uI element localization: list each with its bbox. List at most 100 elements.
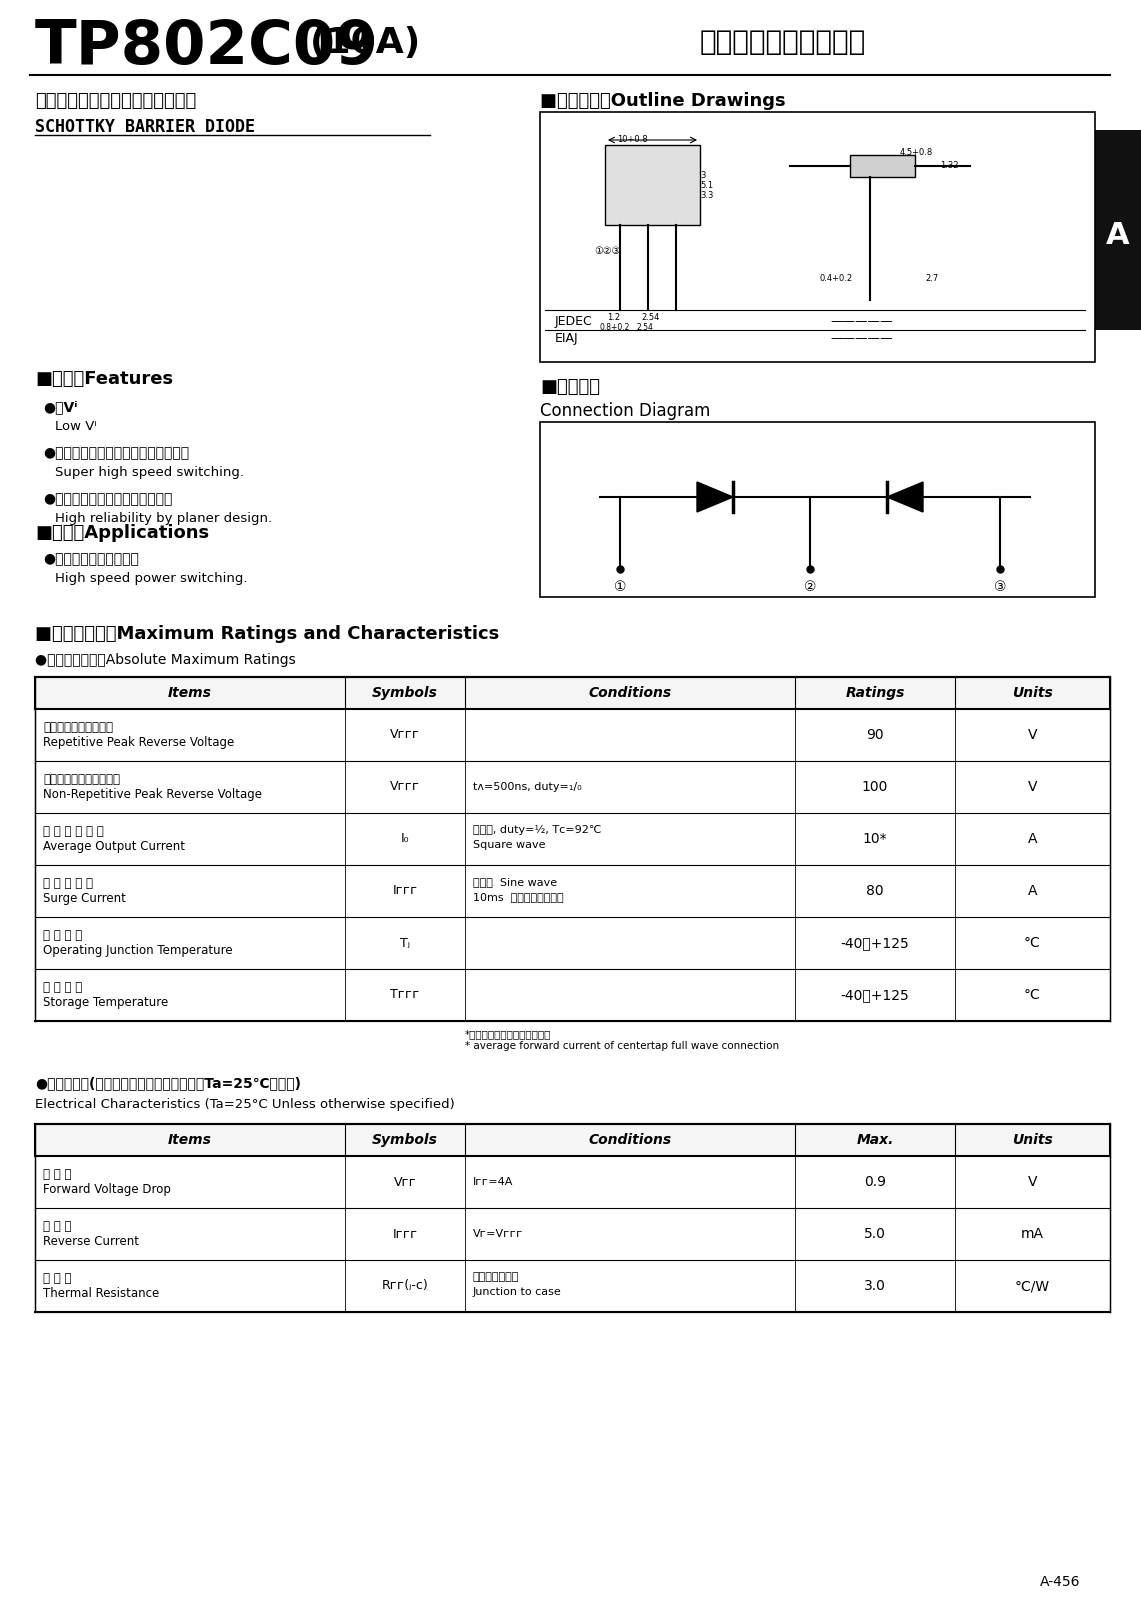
Bar bbox=[850, 155, 915, 178]
Text: 80: 80 bbox=[866, 883, 884, 898]
Text: 1.2: 1.2 bbox=[607, 314, 621, 322]
Text: 3: 3 bbox=[699, 171, 705, 179]
Text: ピーク繰り返し逆電圧: ピーク繰り返し逆電圧 bbox=[43, 722, 113, 734]
Bar bbox=[1095, 130, 1141, 330]
Bar bbox=[35, 709, 1110, 762]
Text: V: V bbox=[1028, 1174, 1037, 1189]
Text: 熱 抵 抗: 熱 抵 抗 bbox=[43, 1272, 72, 1285]
Text: V: V bbox=[1028, 728, 1037, 742]
Text: Tⱼ: Tⱼ bbox=[400, 936, 410, 949]
Text: -40～+125: -40～+125 bbox=[841, 987, 909, 1002]
Text: 接合・ケース間: 接合・ケース間 bbox=[474, 1272, 519, 1282]
Text: —————: ————— bbox=[830, 333, 892, 346]
Text: —————: ————— bbox=[830, 315, 892, 328]
Bar bbox=[35, 1261, 1110, 1312]
Bar bbox=[35, 1123, 1110, 1155]
Text: 10ms  定格負荷状態より: 10ms 定格負荷状態より bbox=[474, 893, 564, 902]
Text: 3.3: 3.3 bbox=[699, 190, 713, 200]
Text: Tᴦᴦᴦ: Tᴦᴦᴦ bbox=[390, 989, 420, 1002]
Text: ①: ① bbox=[614, 579, 626, 594]
Text: V: V bbox=[1028, 781, 1037, 794]
Text: A-456: A-456 bbox=[1039, 1574, 1081, 1589]
Text: ●電気的特性(特に指定がない限り周囲温度Ta=25℃とする): ●電気的特性(特に指定がない限り周囲温度Ta=25℃とする) bbox=[35, 1075, 301, 1090]
Text: Max.: Max. bbox=[856, 1133, 893, 1147]
Text: Conditions: Conditions bbox=[589, 686, 672, 701]
Text: サ ー ジ 電 流: サ ー ジ 電 流 bbox=[43, 877, 94, 890]
Text: TP802C09: TP802C09 bbox=[35, 18, 379, 77]
Polygon shape bbox=[887, 482, 923, 512]
Text: Super high speed switching.: Super high speed switching. bbox=[55, 466, 244, 478]
Text: 5.0: 5.0 bbox=[864, 1227, 885, 1242]
Text: 0.4+0.2: 0.4+0.2 bbox=[820, 274, 853, 283]
Text: 100: 100 bbox=[861, 781, 888, 794]
Text: Items: Items bbox=[168, 686, 212, 701]
Text: mA: mA bbox=[1021, 1227, 1044, 1242]
Text: 2.54: 2.54 bbox=[641, 314, 661, 322]
Text: 順 電 圧: 順 電 圧 bbox=[43, 1168, 72, 1181]
Text: Iᴦᴦᴦ: Iᴦᴦᴦ bbox=[393, 885, 418, 898]
Bar bbox=[35, 813, 1110, 866]
Text: -40～+125: -40～+125 bbox=[841, 936, 909, 950]
Text: 正弦波  Sine wave: 正弦波 Sine wave bbox=[474, 877, 557, 886]
Text: Low Vⁱ: Low Vⁱ bbox=[55, 419, 97, 434]
Text: 4.5+0.8: 4.5+0.8 bbox=[900, 149, 933, 157]
Text: ■電極接続: ■電極接続 bbox=[540, 378, 600, 395]
Text: 10*: 10* bbox=[863, 832, 888, 846]
Text: A: A bbox=[1106, 221, 1130, 250]
Text: EIAJ: EIAJ bbox=[555, 333, 578, 346]
Bar bbox=[605, 146, 699, 226]
Text: ピーク非繰り返し逆電圧: ピーク非繰り返し逆電圧 bbox=[43, 773, 120, 786]
Text: Surge Current: Surge Current bbox=[43, 893, 126, 906]
Text: 富士小電力ダイオード: 富士小電力ダイオード bbox=[699, 27, 866, 56]
Text: °C/W: °C/W bbox=[1015, 1278, 1050, 1293]
Text: Operating Junction Temperature: Operating Junction Temperature bbox=[43, 944, 233, 957]
Text: Square wave: Square wave bbox=[474, 840, 545, 850]
Text: ショットキー・バリアダイオード: ショットキー・バリアダイオード bbox=[35, 91, 196, 110]
Bar bbox=[540, 112, 1095, 362]
Text: °C: °C bbox=[1025, 987, 1041, 1002]
Text: Ratings: Ratings bbox=[845, 686, 905, 701]
Text: JEDEC: JEDEC bbox=[555, 315, 593, 328]
Text: High speed power switching.: High speed power switching. bbox=[55, 573, 248, 586]
Text: 接 合 温 度: 接 合 温 度 bbox=[43, 930, 82, 942]
Bar bbox=[540, 422, 1095, 597]
Text: 90: 90 bbox=[866, 728, 884, 742]
Text: Connection Diagram: Connection Diagram bbox=[540, 402, 711, 419]
Text: Reverse Current: Reverse Current bbox=[43, 1235, 139, 1248]
Bar bbox=[35, 970, 1110, 1021]
Text: 2.54: 2.54 bbox=[637, 323, 654, 333]
Text: 2.7: 2.7 bbox=[925, 274, 938, 283]
Bar bbox=[35, 866, 1110, 917]
Bar bbox=[35, 1155, 1110, 1208]
Text: 保 存 温 度: 保 存 温 度 bbox=[43, 981, 82, 994]
Text: Units: Units bbox=[1012, 1133, 1053, 1147]
Text: High reliability by planer design.: High reliability by planer design. bbox=[55, 512, 272, 525]
Text: Symbols: Symbols bbox=[372, 1133, 438, 1147]
Text: 5.1: 5.1 bbox=[699, 181, 713, 189]
Text: Repetitive Peak Reverse Voltage: Repetitive Peak Reverse Voltage bbox=[43, 736, 234, 749]
Text: 0.9: 0.9 bbox=[864, 1174, 887, 1189]
Text: SCHOTTKY BARRIER DIODE: SCHOTTKY BARRIER DIODE bbox=[35, 118, 254, 136]
Text: ①②③: ①②③ bbox=[594, 246, 621, 256]
Text: ●低Vⁱ: ●低Vⁱ bbox=[43, 400, 78, 414]
Text: Symbols: Symbols bbox=[372, 686, 438, 701]
Text: ●プレーナー技術による高信頼性: ●プレーナー技術による高信頼性 bbox=[43, 493, 172, 506]
Text: A: A bbox=[1028, 832, 1037, 846]
Text: 方形波, duty=½, Tᴄ=92℃: 方形波, duty=½, Tᴄ=92℃ bbox=[474, 826, 601, 835]
Text: Storage Temperature: Storage Temperature bbox=[43, 995, 168, 1010]
Text: ③: ③ bbox=[994, 579, 1006, 594]
Text: ●絶対最大定格：Absolute Maximum Ratings: ●絶対最大定格：Absolute Maximum Ratings bbox=[35, 653, 296, 667]
Text: *センタータップ平均出力電流
* average forward current of centertap full wave connection: *センタータップ平均出力電流 * average forward current… bbox=[466, 1029, 779, 1051]
Text: ●高速電力スイッチング: ●高速電力スイッチング bbox=[43, 552, 139, 566]
Text: Forward Voltage Drop: Forward Voltage Drop bbox=[43, 1182, 171, 1197]
Text: °C: °C bbox=[1025, 936, 1041, 950]
Text: Vᴦᴦᴦ: Vᴦᴦᴦ bbox=[390, 781, 420, 794]
Text: ■特長：Features: ■特長：Features bbox=[35, 370, 173, 387]
Text: (10A): (10A) bbox=[310, 26, 421, 59]
Polygon shape bbox=[697, 482, 733, 512]
Text: ●スイッチングスピードが非常に遅い: ●スイッチングスピードが非常に遅い bbox=[43, 446, 189, 461]
Text: Vᴦ=Vᴦᴦᴦ: Vᴦ=Vᴦᴦᴦ bbox=[474, 1229, 524, 1238]
Text: Iᴦᴦ=4A: Iᴦᴦ=4A bbox=[474, 1178, 513, 1187]
Bar bbox=[35, 917, 1110, 970]
Text: Conditions: Conditions bbox=[589, 1133, 672, 1147]
